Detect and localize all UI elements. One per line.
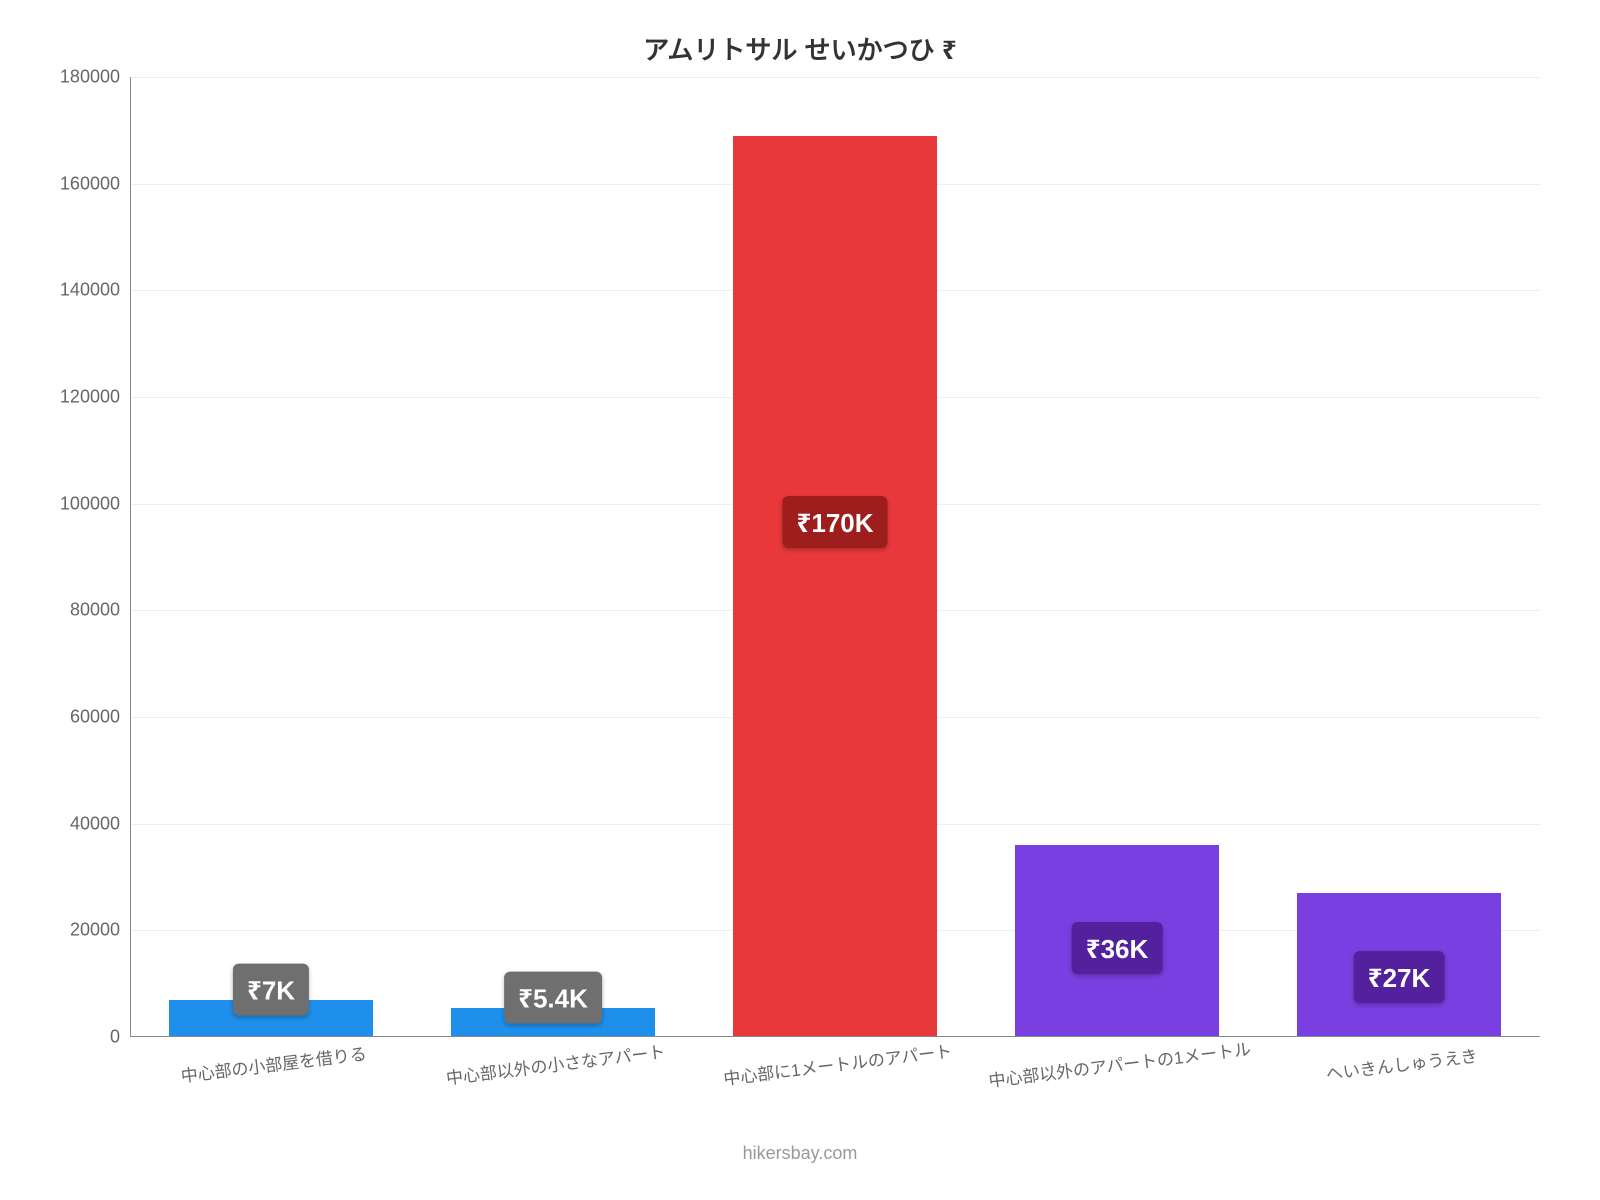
y-axis-line	[130, 77, 131, 1037]
bar-value-label: ₹5.4K	[504, 972, 602, 1024]
y-axis: 0200004000060000800001000001200001400001…	[40, 77, 130, 1037]
bar: ₹170K	[733, 136, 936, 1037]
bar-slot: ₹5.4K	[412, 77, 694, 1037]
y-tick-label: 80000	[40, 600, 120, 621]
bar-slot: ₹7K	[130, 77, 412, 1037]
x-tick-label: へいきんしゅうえき	[1259, 1026, 1550, 1150]
y-tick-label: 100000	[40, 493, 120, 514]
bar: ₹27K	[1297, 893, 1500, 1037]
y-tick-label: 40000	[40, 813, 120, 834]
y-tick-label: 180000	[40, 67, 120, 88]
bar-slot: ₹170K	[694, 77, 976, 1037]
bar-value-label: ₹27K	[1354, 951, 1445, 1003]
x-tick-label: 中心部以外のアパートの1メートル	[977, 1026, 1268, 1150]
bars-container: ₹7K ₹5.4K ₹170K ₹36K ₹27K	[130, 77, 1540, 1037]
bar: ₹7K	[169, 1000, 372, 1037]
y-tick-label: 140000	[40, 280, 120, 301]
y-tick-label: 0	[40, 1027, 120, 1048]
bar-slot: ₹27K	[1258, 77, 1540, 1037]
bar: ₹5.4K	[451, 1008, 654, 1037]
x-tick-label: 中心部以外の小さなアパート	[413, 1026, 704, 1150]
plot-area: 0200004000060000800001000001200001400001…	[130, 77, 1540, 1037]
y-tick-label: 120000	[40, 387, 120, 408]
bar-value-label: ₹170K	[782, 496, 887, 548]
y-tick-label: 20000	[40, 920, 120, 941]
x-tick-label: 中心部に1メートルのアパート	[695, 1026, 986, 1150]
bar-value-label: ₹36K	[1072, 922, 1163, 974]
bar-slot: ₹36K	[976, 77, 1258, 1037]
y-tick-label: 60000	[40, 707, 120, 728]
y-tick-label: 160000	[40, 173, 120, 194]
x-axis: 中心部の小部屋を借りる中心部以外の小さなアパート中心部に1メートルのアパート中心…	[130, 1043, 1540, 1133]
cost-of-living-chart: アムリトサル せいかつひ ₹ 0200004000060000800001000…	[0, 0, 1600, 1200]
bar-value-label: ₹7K	[233, 963, 309, 1015]
chart-footer: hikersbay.com	[40, 1143, 1560, 1164]
chart-title: アムリトサル せいかつひ ₹	[40, 30, 1560, 67]
x-axis-line	[130, 1036, 1540, 1037]
x-tick-label: 中心部の小部屋を借りる	[131, 1026, 422, 1150]
bar: ₹36K	[1015, 845, 1218, 1037]
